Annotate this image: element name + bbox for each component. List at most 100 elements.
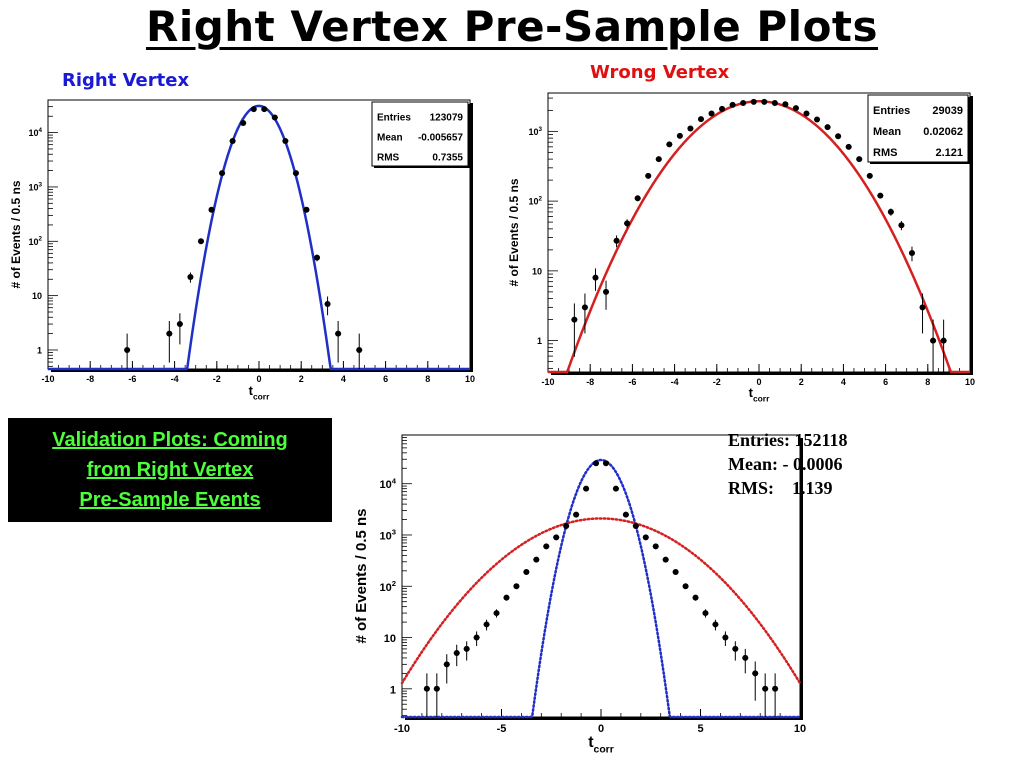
stats-value: 2.121 <box>935 147 963 159</box>
data-point <box>782 101 789 108</box>
callout-text: Validation Plots: Coming from Right Vert… <box>52 429 288 511</box>
stats-label: RMS <box>377 152 400 163</box>
x-tick-label: 0 <box>756 377 761 387</box>
data-point <box>124 346 131 353</box>
data-point <box>261 106 268 113</box>
data-point <box>493 610 500 617</box>
data-point <box>877 192 884 199</box>
y-tick-label: 1 <box>537 336 542 346</box>
data-point <box>443 661 450 668</box>
y-tick-label: 102 <box>379 579 396 594</box>
data-point <box>814 116 821 123</box>
data-point <box>632 522 639 529</box>
x-tick-label: 4 <box>841 377 846 387</box>
data-point <box>250 106 257 113</box>
x-axis-label: tcorr <box>249 383 270 402</box>
validation-stats: Entries: 152118 Mean: - 0.0006 RMS: 1.13… <box>728 428 848 500</box>
stats-box <box>371 101 469 167</box>
data-point <box>463 645 470 652</box>
y-axis-label: # of Events / 0.5 ns <box>507 178 521 286</box>
data-point <box>543 543 550 550</box>
y-axis-label: # of Events / 0.5 ns <box>353 508 370 643</box>
data-point <box>702 610 709 617</box>
x-tick-label: 5 <box>697 723 703 735</box>
x-tick-label: -2 <box>213 374 221 384</box>
data-point <box>652 543 659 550</box>
data-point <box>523 568 530 575</box>
data-point <box>553 534 560 541</box>
data-point <box>898 222 905 229</box>
x-tick-label: -8 <box>586 377 594 387</box>
data-point <box>513 583 520 590</box>
data-point <box>473 634 480 641</box>
data-point <box>712 621 719 628</box>
data-point <box>229 138 236 145</box>
data-point <box>563 522 570 529</box>
data-point <box>603 288 610 295</box>
data-point <box>176 321 183 328</box>
data-point <box>719 105 726 112</box>
y-tick-label: 1 <box>37 345 42 355</box>
x-tick-label: -8 <box>86 374 94 384</box>
y-tick-label: 10 <box>384 633 396 645</box>
data-point <box>303 206 310 213</box>
validation-callout: Validation Plots: Coming from Right Vert… <box>8 418 332 522</box>
stats-label: Entries <box>873 105 910 117</box>
data-point <box>792 105 799 112</box>
x-tick-label: 2 <box>799 377 804 387</box>
data-point <box>613 237 620 244</box>
stats-value: 0.7355 <box>432 152 463 163</box>
x-tick-label: -6 <box>628 377 636 387</box>
y-tick-label: 103 <box>528 126 542 137</box>
x-axis-label: tcorr <box>588 734 614 756</box>
x-tick-label: 6 <box>883 377 888 387</box>
fit-curve-1 <box>548 100 970 374</box>
data-point <box>687 125 694 132</box>
data-point <box>483 621 490 628</box>
data-point <box>335 330 342 337</box>
data-point <box>622 511 629 518</box>
data-point <box>662 556 669 563</box>
plot-frame <box>401 434 801 718</box>
right-vertex-chart: -10 -8 -6 -4 -2 0 2 4 6 8 10 1 10 102 103 104 tcorr # of … <box>9 99 475 402</box>
x-tick-label: 0 <box>256 374 261 384</box>
data-point <box>835 133 842 140</box>
data-point <box>866 172 873 179</box>
data-point <box>240 120 247 127</box>
data-point <box>602 460 609 467</box>
y-tick-label: 104 <box>379 476 396 491</box>
data-point <box>666 141 673 148</box>
stats-label: RMS <box>873 147 897 159</box>
data-point <box>752 670 759 677</box>
x-tick-label: -4 <box>171 374 179 384</box>
data-point <box>573 511 580 518</box>
data-point <box>356 346 363 353</box>
data-point <box>919 304 926 311</box>
stats-value: 123079 <box>430 112 464 123</box>
wrong-vertex-chart: -10 -8 -6 -4 -2 0 2 4 6 8 10 1 10 102 103 tcorr # of Eve… <box>507 92 975 404</box>
data-point <box>219 170 226 177</box>
y-tick-label: 10 <box>532 266 542 276</box>
data-point <box>824 124 831 131</box>
x-tick-label: -6 <box>128 374 136 384</box>
data-point <box>940 337 947 344</box>
y-tick-label: 1 <box>390 684 396 696</box>
data-point <box>197 238 204 245</box>
data-point <box>856 156 863 163</box>
x-tick-label: -5 <box>497 723 507 735</box>
y-tick-label: 103 <box>379 528 396 543</box>
y-tick-label: 104 <box>28 127 42 138</box>
data-point <box>750 98 757 105</box>
data-point <box>729 101 736 108</box>
data-point <box>503 594 510 601</box>
stats-box <box>867 94 969 163</box>
data-point <box>771 100 778 107</box>
x-tick-label: 8 <box>425 374 430 384</box>
data-point <box>762 685 769 692</box>
x-tick-label: -10 <box>41 374 54 384</box>
data-point <box>624 220 631 227</box>
y-tick-label: 102 <box>28 236 42 247</box>
x-tick-label: 2 <box>299 374 304 384</box>
data-point <box>581 304 588 311</box>
data-point <box>592 274 599 281</box>
